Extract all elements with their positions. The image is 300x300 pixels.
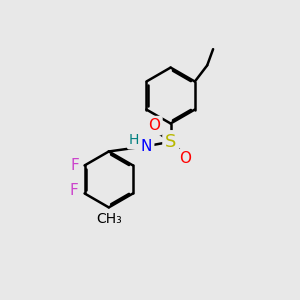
Text: S: S [165, 133, 176, 151]
Text: F: F [70, 183, 79, 198]
Text: CH₃: CH₃ [96, 212, 122, 226]
Text: N: N [141, 139, 152, 154]
Text: O: O [179, 151, 191, 166]
Text: H: H [129, 133, 139, 147]
Text: O: O [148, 118, 160, 133]
Text: F: F [71, 158, 80, 173]
